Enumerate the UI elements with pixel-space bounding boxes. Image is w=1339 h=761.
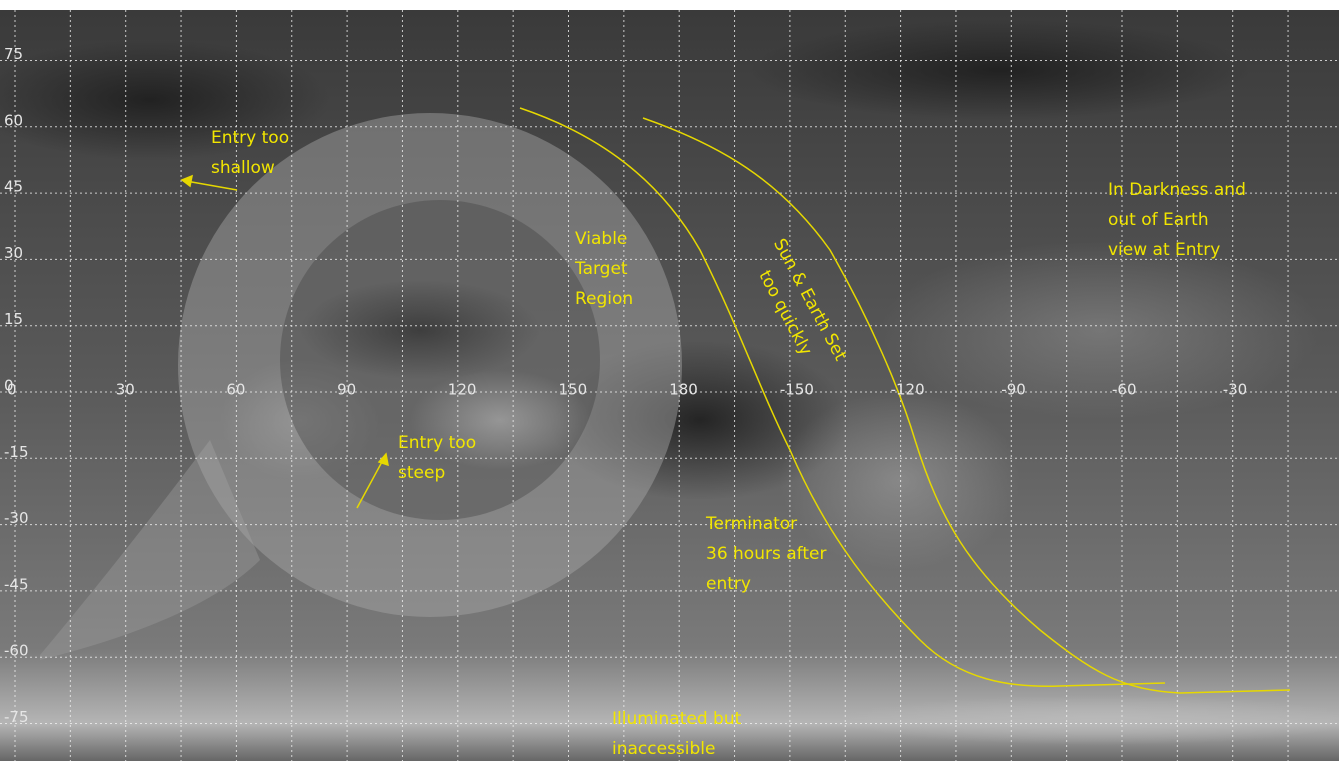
lat-label: -60 <box>4 642 29 660</box>
annotation-text: out of Earth <box>1108 210 1209 230</box>
lat-label: -45 <box>4 575 29 593</box>
annotation-text: Entry too <box>211 128 289 148</box>
labels: 0 30 60 90 120 150 180 -150 -120 -90 -60 -307560453… <box>4 45 1247 726</box>
lon-label: -30 <box>1223 381 1248 399</box>
lon-label: 120 <box>448 381 477 399</box>
annotation-text: Illuminated but <box>612 709 742 729</box>
lon-label: 0 <box>7 381 17 399</box>
lon-label: -60 <box>1112 381 1137 399</box>
lon-label: -150 <box>780 381 814 399</box>
lat-label: -15 <box>4 443 29 461</box>
lon-label: 90 <box>337 381 356 399</box>
lat-label: 30 <box>4 244 23 262</box>
annotation-text: Viable <box>575 229 627 249</box>
lat-label: 75 <box>4 45 23 63</box>
grid <box>0 10 1339 761</box>
annotation-text: 36 hours after <box>706 544 826 564</box>
annotation-text: Region <box>575 289 633 309</box>
annotation-text: Entry too <box>398 433 476 453</box>
boundaries <box>180 107 1291 694</box>
arrow <box>185 180 238 191</box>
annotation-text: steep <box>398 463 445 483</box>
annotation-text: Terminator <box>705 514 797 534</box>
lon-label: -90 <box>1001 381 1026 399</box>
lat-label: 60 <box>4 111 23 129</box>
lat-label: 15 <box>4 310 23 328</box>
arrow <box>356 459 384 509</box>
annotation-text: entry <box>706 574 751 594</box>
lat-label: 45 <box>4 178 23 196</box>
arrow-head <box>180 174 194 188</box>
set-line <box>642 117 1291 694</box>
lat-label: -75 <box>4 708 29 726</box>
lat-label: 0 <box>4 377 14 395</box>
lon-label: 150 <box>559 381 588 399</box>
lon-label: -120 <box>891 381 925 399</box>
lon-label: 60 <box>226 381 245 399</box>
lon-label: 180 <box>669 381 698 399</box>
annotation-text: view at Entry <box>1108 240 1220 260</box>
annotation-text: Target <box>574 259 628 279</box>
annotation-text: inaccessible <box>612 739 715 759</box>
annotation-text: In Darkness and <box>1108 180 1246 200</box>
terminator-line <box>519 107 1166 688</box>
lon-label: 30 <box>116 381 135 399</box>
arrow-head <box>377 452 389 467</box>
lat-label: -30 <box>4 509 29 527</box>
annotation-text: shallow <box>211 158 275 178</box>
